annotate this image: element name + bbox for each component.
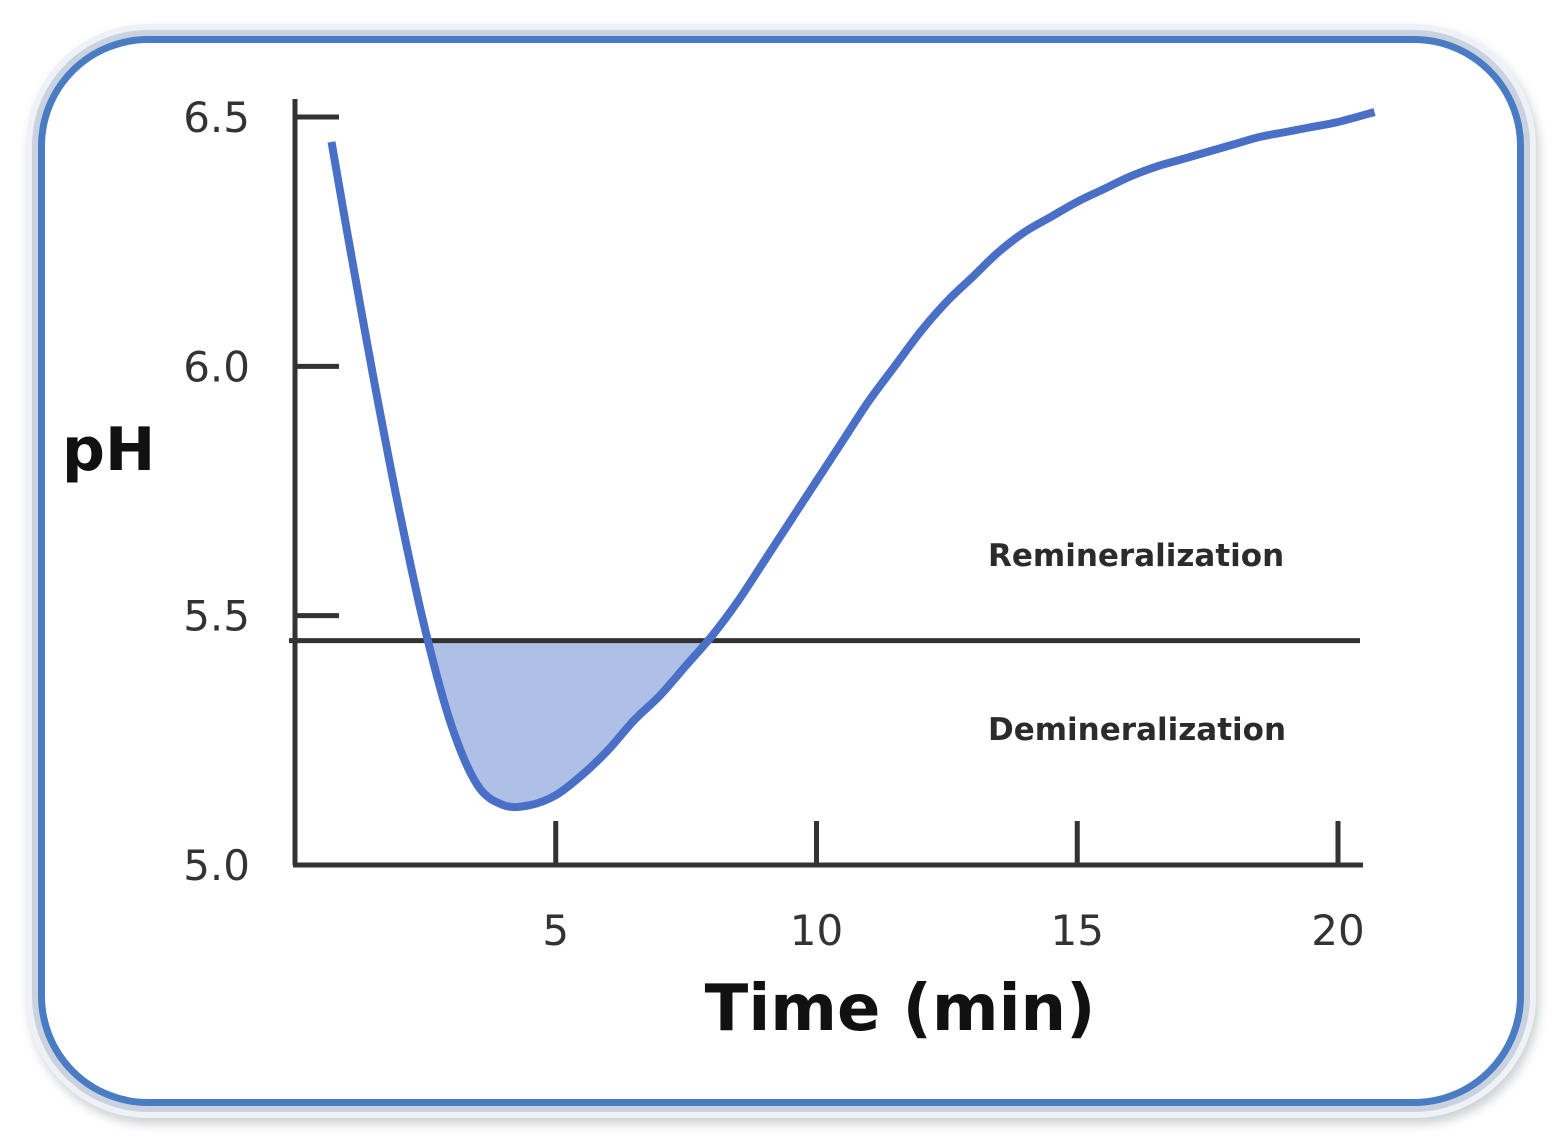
remineralization-label: Remineralization	[988, 538, 1284, 574]
labels-layer: pH Time (min) Remineralization Demineral…	[62, 415, 1286, 1046]
x-tick-label-15: 15	[1051, 906, 1104, 955]
y-tick-label-5.5: 5.5	[183, 592, 250, 641]
x-tick-label-20: 20	[1311, 906, 1364, 955]
ph-curve-line	[327, 108, 1376, 812]
chart-frame	[38, 36, 1524, 1106]
y-tick-label-5.0: 5.0	[183, 841, 250, 890]
x-tick-label-5: 5	[542, 906, 569, 955]
x-axis-title: Time (min)	[705, 972, 1096, 1046]
x-tick-label-10: 10	[790, 906, 843, 955]
y-axis-title: pH	[62, 415, 155, 485]
demineralization-label: Demineralization	[988, 712, 1286, 748]
demineralization-area	[428, 640, 708, 808]
demineralization-area-layer	[428, 640, 708, 808]
curve-layer	[327, 108, 1376, 812]
axes-layer: 5.0 5.5 6.0 6.5 5 10 15 20	[183, 93, 1365, 955]
y-tick-label-6.0: 6.0	[183, 342, 250, 391]
y-tick-label-6.5: 6.5	[183, 93, 250, 142]
